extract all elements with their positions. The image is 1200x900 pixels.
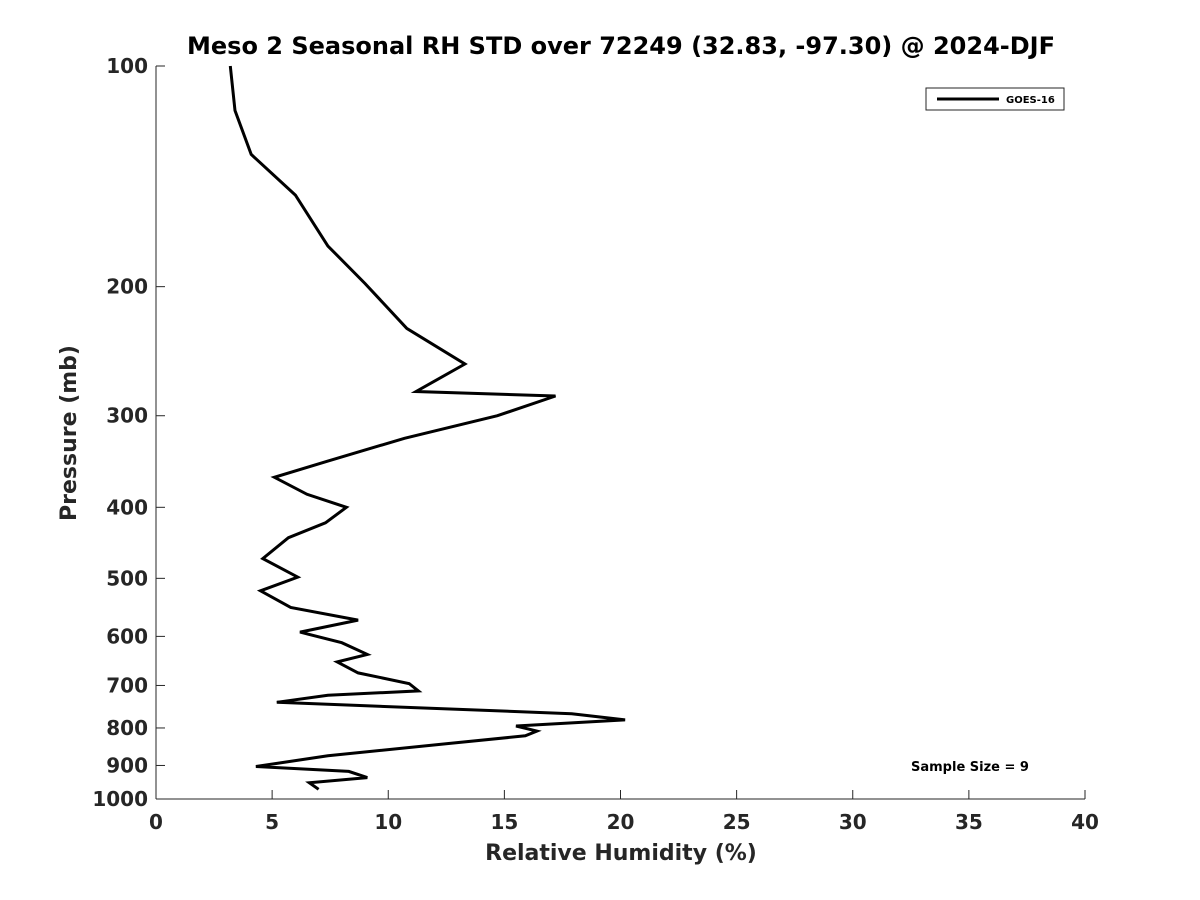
- series-line-goes-16: [228, 65, 626, 791]
- x-tick-label: 30: [839, 810, 867, 834]
- y-tick-label: 300: [106, 404, 148, 428]
- series-layer: [228, 65, 626, 791]
- x-axis-label: Relative Humidity (%): [485, 841, 757, 866]
- y-ticks: 100 200 300 400 500 600 700 800 900 1000: [92, 54, 165, 811]
- x-tick-label: 40: [1071, 810, 1099, 834]
- y-tick-label: 1000: [92, 787, 148, 811]
- x-tick-label: 35: [955, 810, 983, 834]
- y-tick-label: 500: [106, 566, 148, 590]
- y-tick-label: 400: [106, 495, 148, 519]
- x-tick-label: 15: [490, 810, 518, 834]
- x-ticks: 0 5 10 15 20 25 30 35 40: [149, 790, 1099, 834]
- x-tick-label: 25: [723, 810, 751, 834]
- y-tick-label: 100: [106, 54, 148, 78]
- y-tick-label: 900: [106, 753, 148, 777]
- legend: GOES-16: [925, 87, 1065, 111]
- y-tick-label: 600: [106, 624, 148, 648]
- y-tick-label: 700: [106, 673, 148, 697]
- x-tick-label: 5: [265, 810, 279, 834]
- sample-size-annotation: Sample Size = 9: [911, 760, 1029, 775]
- chart-title: Meso 2 Seasonal RH STD over 72249 (32.83…: [187, 32, 1055, 60]
- x-tick-label: 0: [149, 810, 163, 834]
- x-tick-label: 10: [374, 810, 402, 834]
- y-axis-label: Pressure (mb): [57, 345, 82, 521]
- y-tick-label: 800: [106, 716, 148, 740]
- y-tick-label: 200: [106, 275, 148, 299]
- legend-entry-goes-16: GOES-16: [1006, 95, 1055, 106]
- x-tick-label: 20: [607, 810, 635, 834]
